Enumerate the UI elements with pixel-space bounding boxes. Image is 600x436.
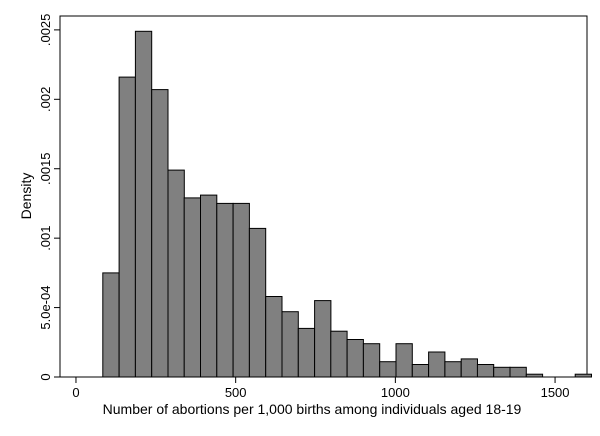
histogram-bar [444,361,462,378]
histogram-bar [167,169,185,378]
y-axis-ticks: 0 5.0e-04 .001 .0015 .002 .0025 [38,14,60,381]
histogram-bar [265,296,283,378]
histogram-bar [216,202,234,378]
x-tick-label: 0 [72,385,79,400]
histogram-bar [183,197,201,378]
histogram-bar [346,339,364,378]
histogram-bar [134,30,153,378]
histogram-bar [314,300,332,378]
histogram-bar [118,76,136,378]
x-axis-label: Number of abortions per 1,000 births amo… [103,401,522,417]
histogram-bar [297,327,316,378]
histogram-bar [200,194,218,378]
histogram-bar [330,330,348,378]
histogram-bar [232,202,250,378]
x-tick-label: 1500 [541,385,570,400]
histogram-bar [151,89,169,378]
histogram-bar [362,343,381,378]
x-tick-label: 1000 [381,385,410,400]
histogram-bar [281,311,299,378]
histogram-bar [476,364,495,378]
x-axis-ticks: 0 500 1000 1500 [72,377,570,400]
histogram-bar [509,366,527,378]
histogram-bar [411,364,430,378]
y-tick-label: 5.0e-04 [38,286,53,330]
histogram-bar [574,373,593,378]
bars-group [102,30,593,378]
y-tick-label: 0 [38,373,53,380]
histogram-bar [395,343,413,378]
histogram-bar [248,227,267,378]
y-axis-label: Density [18,173,34,220]
histogram-bar [102,272,120,378]
histogram-bar [428,351,446,378]
x-tick-label: 500 [225,385,247,400]
y-tick-label: .0025 [38,14,53,47]
histogram-bar [525,373,544,378]
y-tick-label: .0015 [38,152,53,185]
y-tick-label: .002 [38,87,53,112]
histogram-bar [460,358,479,378]
histogram-bar [379,361,397,378]
y-tick-label: .001 [38,225,53,250]
histogram-bar [493,366,511,378]
